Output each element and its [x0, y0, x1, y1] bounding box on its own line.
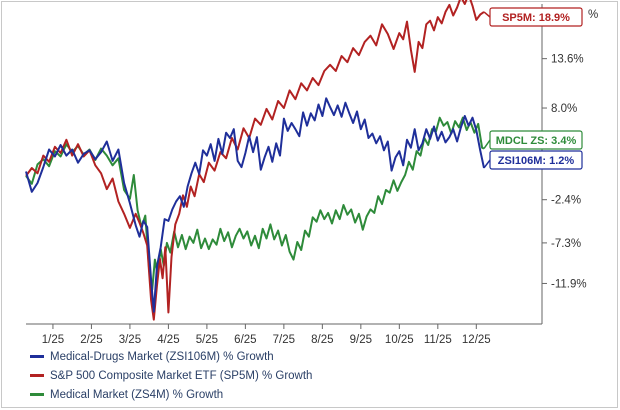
x-tick-label: 3/25 — [119, 334, 141, 346]
series-line-sp5m — [25, 0, 485, 321]
legend-label-zsi106m: Medical-Drugs Market (ZSI106M) % Growth — [50, 350, 274, 363]
end-label-text: MDCL ZS: 3.4% — [496, 135, 577, 147]
series-line-zs4m — [25, 116, 485, 291]
end-label-zs4m: MDCL ZS: 3.4% — [483, 130, 583, 150]
end-label-text: ZSI106M: 1.2% — [498, 155, 575, 167]
end-label-zsi106m: ZSI106M: 1.2% — [483, 150, 583, 170]
x-tick-label: 5/25 — [196, 334, 218, 346]
legend-item-zsi106m[interactable]: Medical-Drugs Market (ZSI106M) % Growth — [30, 347, 312, 366]
y-tick-label: -2.4% — [551, 195, 581, 207]
x-tick-label: 8/25 — [311, 334, 333, 346]
chart-legend: Medical-Drugs Market (ZSI106M) % Growth … — [30, 347, 312, 404]
legend-item-zs4m[interactable]: Medical Market (ZS4M) % Growth — [30, 385, 312, 404]
y-tick-label: -7.3% — [551, 238, 581, 250]
end-label-text: SP5M: 18.9% — [502, 12, 570, 24]
legend-swatch-zs4m — [30, 393, 44, 396]
x-tick-label: 6/25 — [234, 334, 256, 346]
x-tick-label: 11/25 — [424, 334, 452, 346]
end-label-connector — [483, 11, 491, 18]
end-label-box — [489, 7, 583, 27]
x-tick-label: 10/25 — [385, 334, 414, 346]
end-label-box — [489, 130, 583, 150]
y-tick-label: -11.9% — [551, 278, 587, 290]
legend-label-sp5m: S&P 500 Composite Market ETF (SP5M) % Gr… — [50, 369, 313, 382]
y-tick-label: 13.6% — [551, 54, 584, 66]
series-line-zsi106m — [25, 97, 485, 313]
x-tick-label: 12/25 — [462, 334, 491, 346]
x-tick-label: 9/25 — [350, 334, 372, 346]
y-tick-label: 8.0% — [551, 103, 577, 115]
legend-item-sp5m[interactable]: S&P 500 Composite Market ETF (SP5M) % Gr… — [30, 366, 312, 385]
x-tick-label: 2/25 — [80, 334, 102, 346]
legend-swatch-zsi106m — [30, 355, 44, 358]
x-tick-label: 7/25 — [273, 334, 295, 346]
end-label-connector — [483, 159, 491, 169]
x-tick-label: 4/25 — [157, 334, 179, 346]
end-label-box — [489, 150, 583, 170]
x-tick-label: 1/25 — [42, 334, 64, 346]
end-label-sp5m: SP5M: 18.9% — [483, 7, 583, 27]
y-top-label: % — [588, 9, 598, 21]
legend-label-zs4m: Medical Market (ZS4M) % Growth — [50, 388, 224, 401]
legend-swatch-sp5m — [30, 374, 44, 377]
end-label-connector — [483, 139, 491, 150]
